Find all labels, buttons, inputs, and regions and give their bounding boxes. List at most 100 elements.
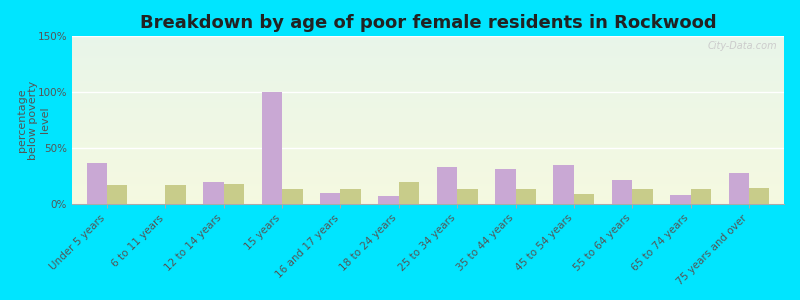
Bar: [72, 113, 784, 115]
Bar: [515, 189, 536, 204]
Bar: [72, 170, 784, 172]
Bar: [72, 128, 784, 130]
Bar: [262, 92, 282, 204]
Bar: [72, 165, 784, 167]
Bar: [72, 159, 784, 160]
Bar: [72, 176, 784, 177]
Bar: [72, 115, 784, 117]
Bar: [72, 184, 784, 185]
Bar: [72, 157, 784, 159]
Bar: [72, 103, 784, 105]
Bar: [72, 172, 784, 174]
Bar: [690, 189, 711, 204]
Bar: [72, 61, 784, 63]
Bar: [72, 101, 784, 103]
Bar: [72, 75, 784, 76]
Bar: [72, 70, 784, 71]
Bar: [72, 150, 784, 152]
Bar: [72, 110, 784, 112]
Bar: [72, 139, 784, 140]
Bar: [320, 193, 341, 204]
Bar: [72, 105, 784, 106]
Bar: [72, 78, 784, 80]
Bar: [378, 196, 399, 204]
Bar: [72, 155, 784, 157]
Bar: [72, 167, 784, 169]
Bar: [72, 179, 784, 181]
Bar: [72, 51, 784, 53]
Bar: [670, 195, 690, 204]
Bar: [72, 140, 784, 142]
Bar: [72, 135, 784, 137]
Bar: [72, 97, 784, 98]
Bar: [72, 80, 784, 81]
Bar: [72, 196, 784, 197]
Bar: [72, 86, 784, 88]
Bar: [282, 189, 302, 204]
Bar: [72, 154, 784, 155]
Bar: [612, 181, 632, 204]
Bar: [72, 81, 784, 83]
Bar: [72, 48, 784, 50]
Bar: [749, 188, 770, 204]
Bar: [72, 130, 784, 132]
Bar: [72, 112, 784, 113]
Bar: [632, 189, 653, 204]
Bar: [72, 147, 784, 148]
Bar: [72, 177, 784, 179]
Bar: [72, 44, 784, 46]
Bar: [574, 194, 594, 204]
Bar: [72, 190, 784, 192]
Bar: [72, 181, 784, 182]
Bar: [72, 68, 784, 70]
Bar: [72, 71, 784, 73]
Bar: [72, 55, 784, 56]
Bar: [72, 38, 784, 39]
Bar: [72, 56, 784, 58]
Title: Breakdown by age of poor female residents in Rockwood: Breakdown by age of poor female resident…: [140, 14, 716, 32]
Bar: [554, 165, 574, 204]
Bar: [166, 185, 186, 204]
Bar: [72, 164, 784, 165]
Bar: [72, 36, 784, 38]
Bar: [72, 122, 784, 123]
Bar: [203, 182, 224, 204]
Bar: [72, 152, 784, 154]
Bar: [72, 43, 784, 44]
Bar: [72, 199, 784, 201]
Bar: [729, 172, 749, 204]
Bar: [72, 134, 784, 135]
Bar: [72, 59, 784, 61]
Bar: [72, 137, 784, 139]
Bar: [72, 98, 784, 100]
Bar: [72, 148, 784, 150]
Bar: [72, 187, 784, 189]
Bar: [72, 125, 784, 127]
Bar: [72, 169, 784, 170]
Bar: [437, 167, 457, 204]
Bar: [72, 174, 784, 176]
Bar: [72, 202, 784, 204]
Bar: [72, 53, 784, 55]
Bar: [72, 64, 784, 66]
Bar: [72, 93, 784, 95]
Bar: [72, 95, 784, 97]
Bar: [72, 90, 784, 92]
Bar: [495, 169, 515, 204]
Bar: [72, 73, 784, 75]
Bar: [72, 132, 784, 134]
Bar: [72, 92, 784, 93]
Bar: [72, 106, 784, 108]
Bar: [72, 160, 784, 162]
Bar: [72, 118, 784, 120]
Bar: [72, 120, 784, 122]
Bar: [72, 123, 784, 125]
Bar: [72, 41, 784, 43]
Bar: [72, 201, 784, 202]
Bar: [72, 58, 784, 59]
Bar: [72, 108, 784, 110]
Bar: [72, 192, 784, 194]
Bar: [72, 85, 784, 86]
Bar: [72, 88, 784, 90]
Bar: [72, 50, 784, 51]
